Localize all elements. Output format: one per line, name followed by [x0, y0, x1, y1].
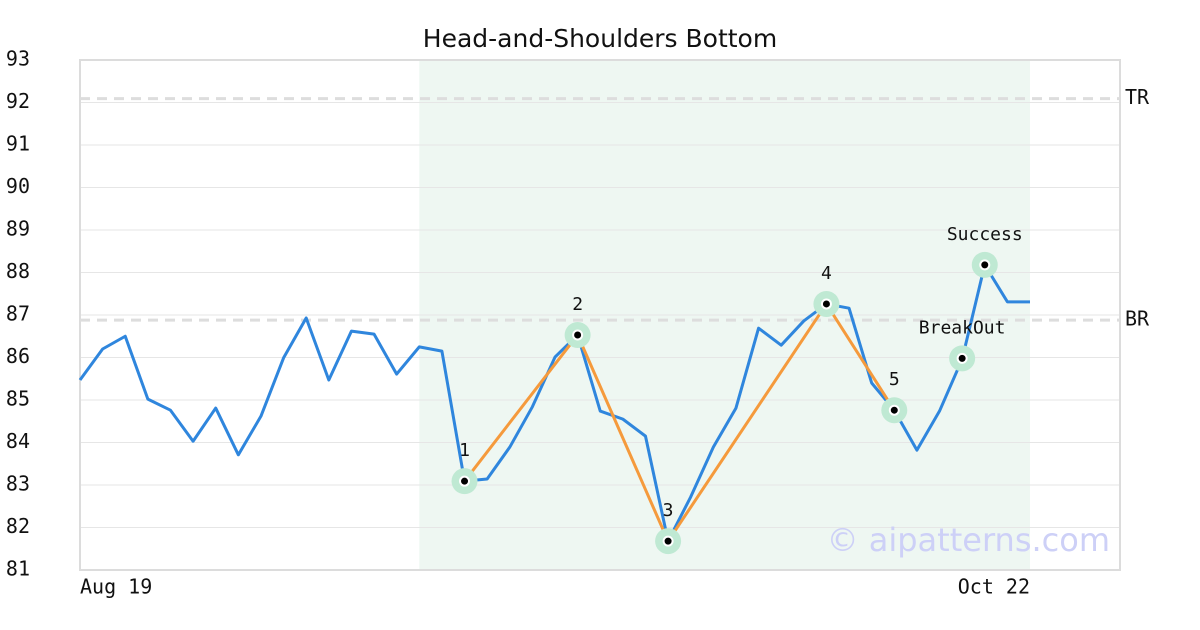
- marker-label: 1: [459, 440, 470, 461]
- y-tick-label: 81: [6, 557, 30, 581]
- y-tick-label: 93: [6, 47, 30, 71]
- y-tick-label: 86: [6, 344, 30, 368]
- y-tick-label: 90: [6, 174, 30, 198]
- y-tick-label: 85: [6, 387, 30, 411]
- y-tick-label: 83: [6, 472, 30, 496]
- marker-label: 5: [889, 369, 900, 390]
- y-tick-label: 84: [6, 429, 30, 453]
- y-tick-label: 91: [6, 132, 30, 156]
- y-tick-label: 88: [6, 259, 30, 283]
- marker-dot: [979, 259, 991, 271]
- marker-dot: [888, 404, 900, 416]
- marker-label: Success: [947, 224, 1023, 245]
- x-tick-label: Aug 19: [80, 575, 152, 599]
- marker-label: BreakOut: [919, 317, 1006, 338]
- marker-dot: [459, 475, 471, 487]
- marker-dot: [662, 535, 674, 547]
- level-label: BR: [1125, 307, 1150, 331]
- marker-label: 4: [821, 263, 832, 284]
- watermark: © aipatterns.com: [827, 521, 1110, 559]
- chart-title: Head-and-Shoulders Bottom: [423, 24, 777, 53]
- marker-label: 3: [663, 500, 674, 521]
- plot-frame: [79, 59, 1121, 571]
- y-tick-label: 87: [6, 302, 30, 326]
- level-label: TR: [1125, 85, 1150, 109]
- x-tick-label: Oct 22: [958, 575, 1030, 599]
- y-tick-label: 89: [6, 217, 30, 241]
- price-line: [78, 263, 1030, 543]
- marker-dot: [572, 329, 584, 341]
- y-tick-label: 82: [6, 514, 30, 538]
- marker-dot: [820, 298, 832, 310]
- marker-label: 2: [572, 294, 583, 315]
- y-tick-label: 92: [6, 89, 30, 113]
- marker-dot: [956, 352, 968, 364]
